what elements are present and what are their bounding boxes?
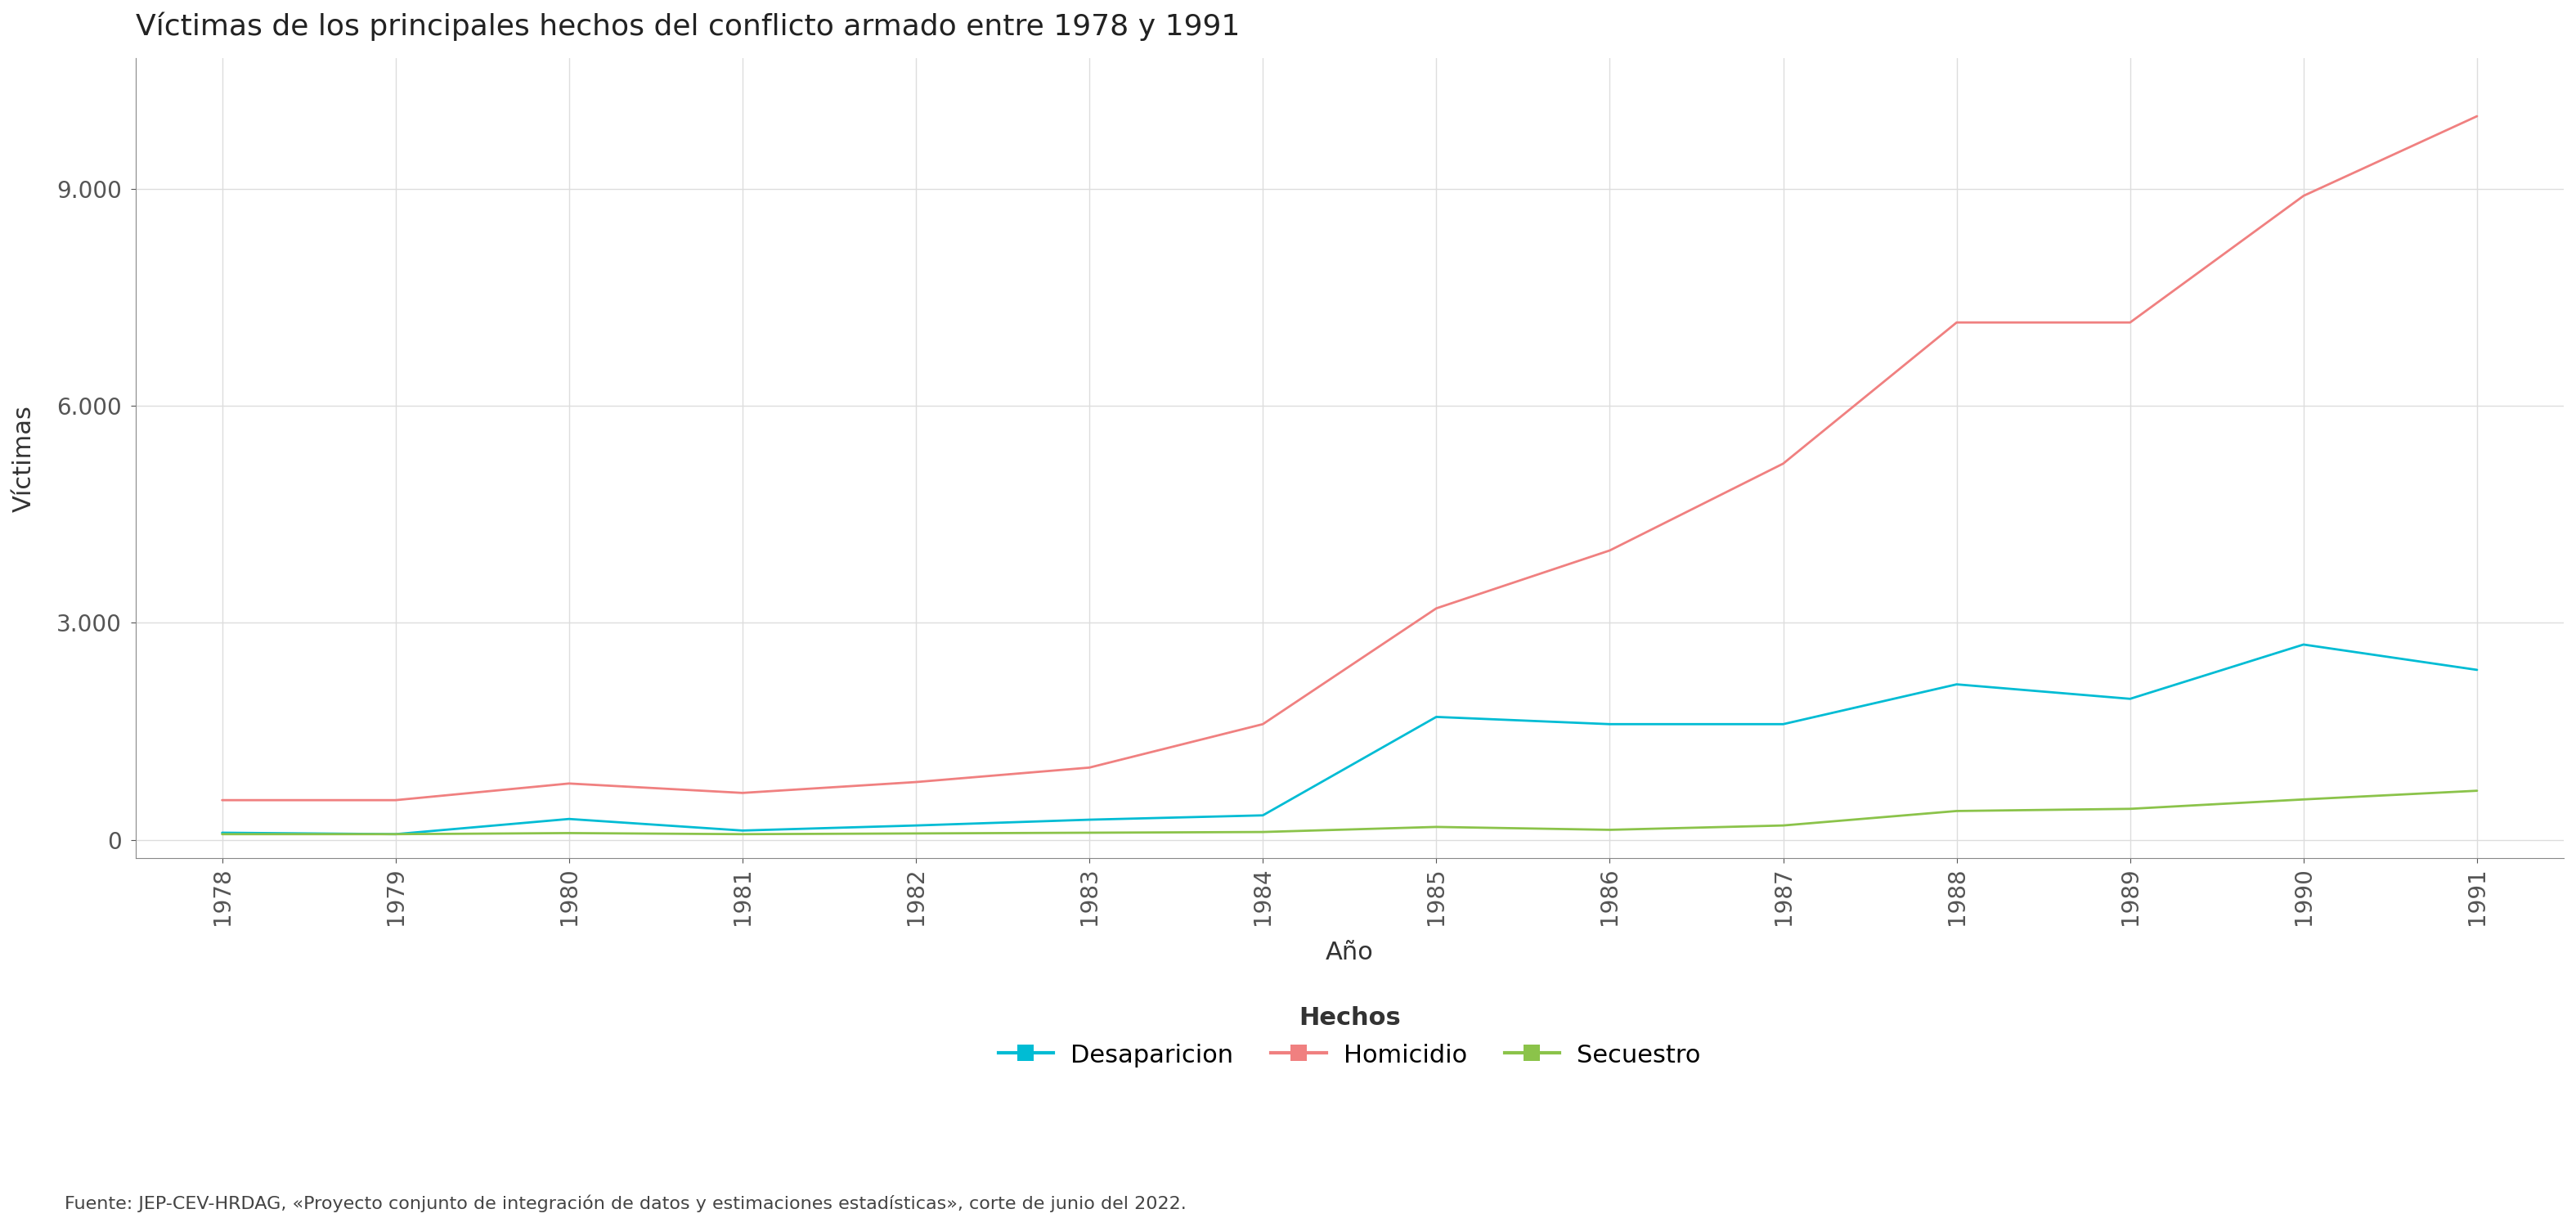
Text: Fuente: JEP-CEV-HRDAG, «Proyecto conjunto de integración de datos y estimaciones: Fuente: JEP-CEV-HRDAG, «Proyecto conjunt… [64,1195,1185,1212]
Legend: Desaparicion, Homicidio, Secuestro: Desaparicion, Homicidio, Secuestro [999,1006,1700,1067]
Text: Víctimas de los principales hechos del conflicto armado entre 1978 y 1991: Víctimas de los principales hechos del c… [137,12,1239,42]
X-axis label: Año: Año [1327,941,1373,964]
Y-axis label: Víctimas: Víctimas [13,405,36,512]
